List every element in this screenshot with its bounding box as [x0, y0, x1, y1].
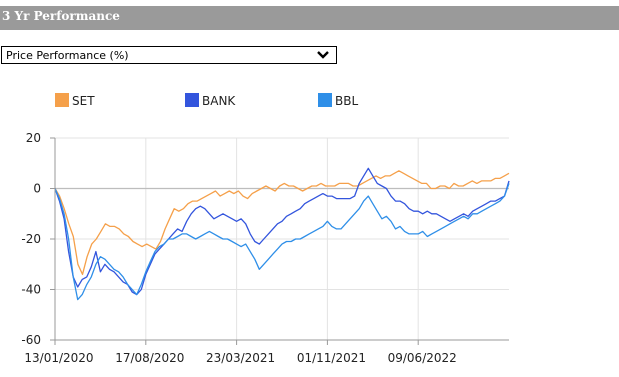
series-line-bank	[54, 167, 510, 296]
y-tick-label: -60	[21, 333, 41, 347]
header-bar: 3 Yr Performance	[0, 6, 619, 30]
legend-swatch-set	[55, 93, 69, 107]
chart-series	[54, 167, 510, 301]
chart-legend: SET BANK BBL	[55, 93, 358, 108]
chart-grid	[54, 137, 509, 341]
series-line-bbl	[54, 183, 510, 301]
legend-label-bank: BANK	[202, 94, 236, 108]
x-tick-label: 23/03/2021	[206, 351, 275, 365]
x-tick-label: 09/06/2022	[388, 351, 457, 365]
x-tick-label: 17/08/2020	[115, 351, 184, 365]
y-tick-label: 0	[33, 182, 41, 196]
y-tick-label: -40	[21, 283, 41, 297]
y-tick-label: -20	[21, 232, 41, 246]
x-tick-label: 13/01/2020	[24, 351, 93, 365]
select-value: Price Performance (%)	[6, 49, 129, 62]
legend-label-set: SET	[72, 94, 95, 108]
x-tick-label: 01/11/2021	[297, 351, 366, 365]
series-line-set	[54, 170, 510, 276]
x-axis-ticks: 13/01/2020 17/08/2020 23/03/2021 01/11/2021…	[24, 340, 457, 365]
legend-swatch-bbl	[318, 93, 332, 107]
legend-label-bbl: BBL	[335, 94, 358, 108]
legend-swatch-bank	[185, 93, 199, 107]
chevron-down-icon	[317, 51, 329, 59]
section-title: 3 Yr Performance	[2, 9, 120, 23]
y-tick-label: 20	[26, 131, 41, 145]
y-axis-ticks: 20 0 -20 -40 -60	[21, 131, 55, 347]
performance-type-select[interactable]: Price Performance (%)	[1, 46, 337, 64]
